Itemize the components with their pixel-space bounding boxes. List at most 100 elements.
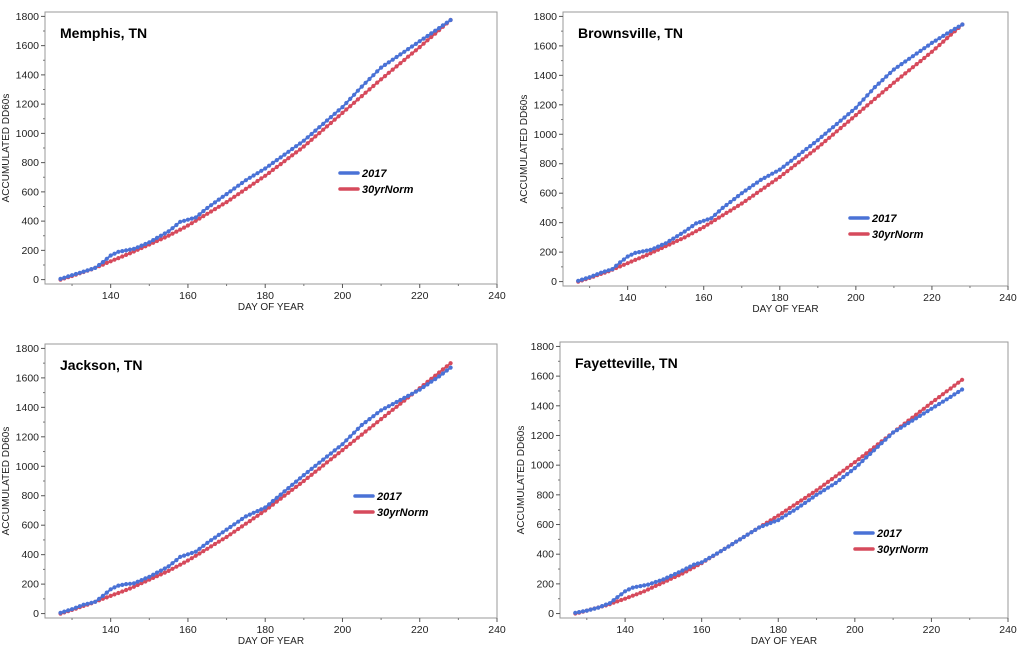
data-point: [672, 574, 678, 580]
data-point: [751, 183, 756, 188]
data-point: [375, 69, 380, 74]
data-point: [255, 171, 260, 176]
data-point: [212, 535, 218, 540]
data-point: [823, 131, 828, 136]
data-point: [267, 502, 272, 507]
data-point: [758, 188, 763, 193]
y-tick-label: 800: [21, 157, 39, 169]
data-point: [417, 45, 422, 50]
data-point: [680, 571, 685, 576]
data-point: [62, 609, 67, 614]
data-point: [720, 213, 725, 218]
data-point: [274, 164, 279, 170]
y-tick-label: 400: [536, 549, 554, 561]
data-point: [747, 196, 752, 201]
data-point: [672, 572, 678, 577]
legend-label: 30yrNorm: [877, 544, 929, 556]
data-point: [618, 260, 623, 265]
data-point: [433, 377, 438, 382]
data-point: [402, 395, 407, 400]
data-point: [120, 582, 125, 588]
data-point: [162, 570, 167, 575]
data-point: [232, 186, 237, 191]
data-point: [243, 514, 248, 519]
data-point: [112, 257, 117, 262]
data-point: [657, 578, 662, 583]
data-point: [903, 71, 908, 76]
data-point: [448, 361, 453, 366]
data-point: [652, 249, 657, 254]
data-point: [941, 33, 946, 39]
data-point: [876, 93, 881, 98]
data-point: [811, 141, 817, 146]
data-point: [209, 538, 214, 543]
data-point: [671, 236, 676, 241]
data-point: [785, 161, 790, 166]
data-point: [212, 541, 218, 547]
data-point: [154, 235, 160, 240]
data-point: [301, 478, 306, 484]
data-point: [579, 277, 585, 282]
data-point: [602, 269, 607, 274]
data-point: [382, 406, 388, 411]
data-point: [259, 507, 264, 512]
series-2017: [58, 365, 453, 615]
data-point: [865, 103, 870, 108]
data-point: [69, 607, 75, 612]
data-point: [85, 268, 90, 273]
data-point: [804, 146, 809, 152]
y-tick-label: 1000: [534, 129, 558, 141]
data-point: [680, 568, 685, 573]
data-point: [722, 546, 727, 552]
data-point: [676, 570, 681, 575]
data-point: [444, 364, 449, 369]
y-axis-title: ACCUMULATED DD60s: [519, 95, 530, 204]
data-point: [305, 475, 310, 480]
data-point: [944, 397, 949, 402]
data-point: [914, 416, 919, 421]
y-tick-label: 1800: [534, 11, 558, 23]
data-point: [848, 462, 854, 468]
data-point: [390, 67, 395, 72]
data-point: [344, 107, 349, 112]
data-point: [926, 43, 931, 48]
data-point: [390, 57, 395, 62]
data-point: [638, 590, 643, 595]
data-point: [845, 465, 850, 470]
data-point: [718, 549, 723, 554]
data-point: [359, 94, 364, 99]
data-point: [684, 569, 689, 574]
data-point: [437, 374, 442, 379]
data-point: [737, 537, 743, 542]
x-axis-title: DAY OF YEAR: [238, 636, 304, 647]
data-point: [104, 260, 109, 265]
data-point: [804, 154, 809, 159]
data-point: [845, 472, 850, 477]
data-point: [895, 64, 900, 69]
data-point: [371, 414, 376, 419]
data-point: [243, 521, 248, 526]
data-point: [421, 384, 426, 390]
y-tick-label: 400: [539, 217, 557, 229]
data-point: [754, 190, 760, 195]
data-point: [290, 146, 295, 152]
data-point: [170, 226, 175, 231]
y-tick-label: 600: [536, 519, 554, 531]
data-point: [166, 564, 171, 569]
data-point: [856, 457, 861, 462]
data-point: [686, 226, 691, 231]
data-point: [185, 558, 190, 563]
data-point: [224, 534, 229, 540]
data-point: [899, 74, 904, 79]
data-point: [868, 448, 873, 453]
data-point: [868, 451, 873, 456]
data-point: [902, 423, 907, 428]
data-point: [158, 237, 163, 242]
data-point: [359, 422, 364, 428]
x-axis-title: DAY OF YEAR: [751, 636, 817, 647]
data-point: [440, 367, 445, 372]
data-point: [413, 389, 418, 394]
data-point: [649, 585, 655, 590]
data-point: [948, 386, 953, 391]
data-point: [753, 527, 758, 533]
